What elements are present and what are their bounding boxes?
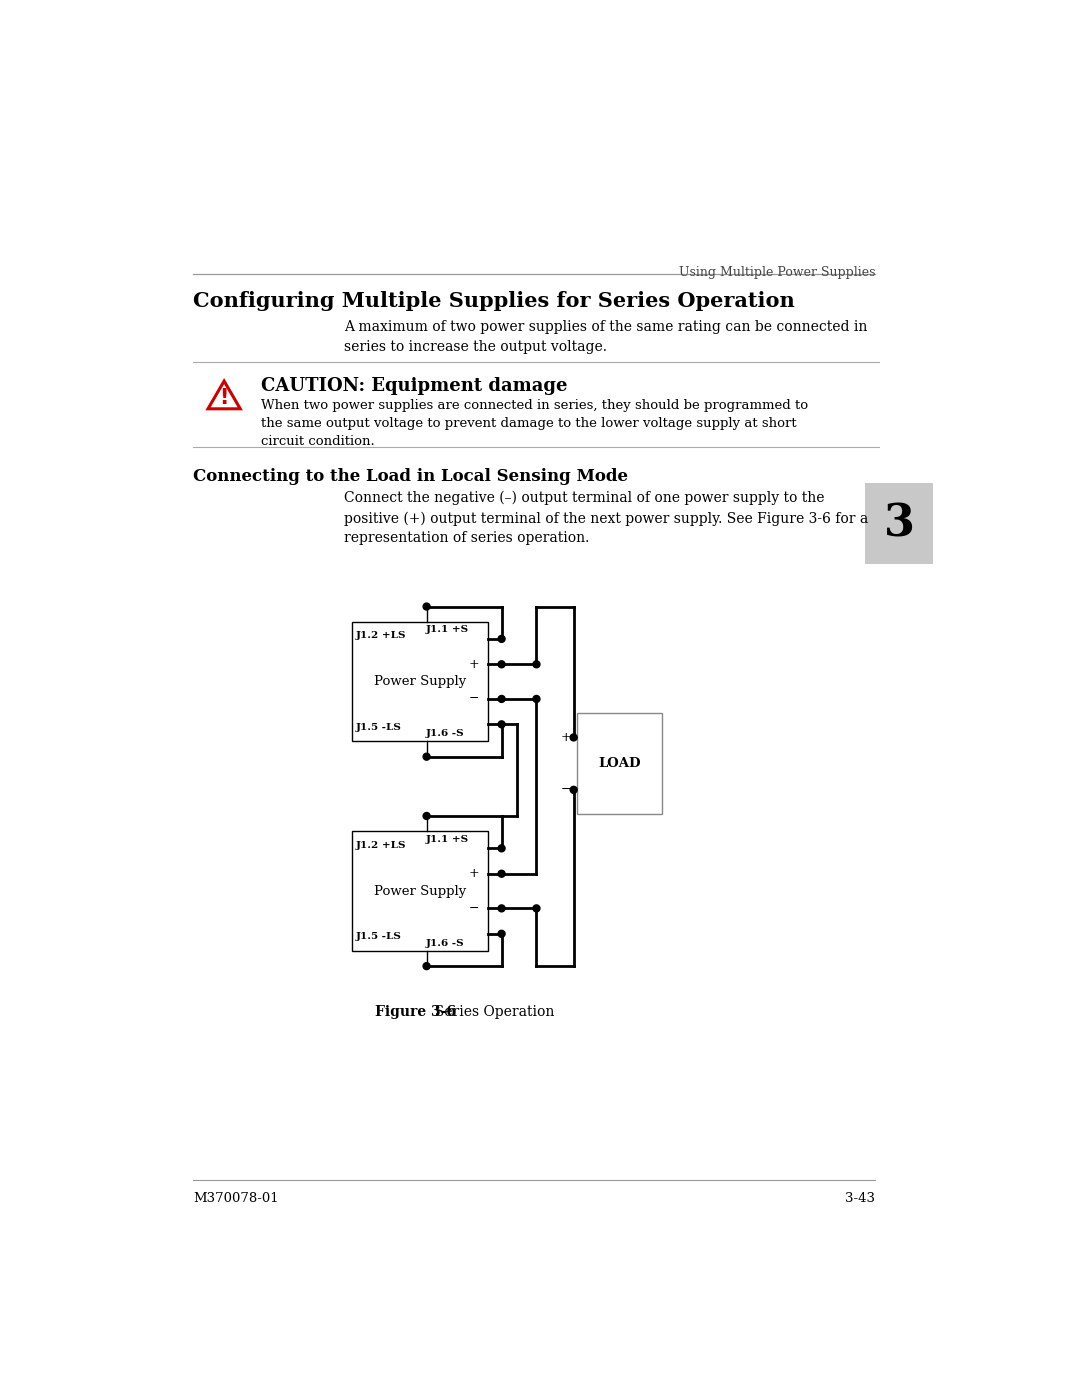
Bar: [352, 622, 488, 742]
Text: Series Operation: Series Operation: [426, 1006, 554, 1020]
Text: +: +: [469, 868, 480, 880]
Text: LOAD: LOAD: [598, 757, 640, 770]
Bar: [577, 712, 662, 814]
Text: J1.6 -S: J1.6 -S: [426, 939, 464, 947]
Text: J1.1 +S: J1.1 +S: [426, 624, 469, 634]
Circle shape: [423, 604, 430, 610]
Text: −: −: [469, 902, 478, 915]
Text: Connect the negative (–) output terminal of one power supply to the
positive (+): Connect the negative (–) output terminal…: [345, 490, 868, 545]
Text: Power Supply: Power Supply: [374, 884, 465, 897]
Text: When two power supplies are connected in series, they should be programmed to
th: When two power supplies are connected in…: [260, 398, 808, 447]
Text: Figure 3-6: Figure 3-6: [375, 1006, 456, 1020]
Circle shape: [498, 845, 505, 852]
Circle shape: [498, 905, 505, 912]
Text: J1.2 +LS: J1.2 +LS: [356, 631, 406, 640]
Circle shape: [570, 733, 577, 740]
Circle shape: [498, 870, 505, 877]
Circle shape: [423, 813, 430, 820]
Circle shape: [532, 905, 540, 912]
Text: +: +: [469, 658, 480, 671]
Text: J1.1 +S: J1.1 +S: [426, 834, 469, 844]
Circle shape: [423, 963, 430, 970]
Text: Power Supply: Power Supply: [374, 675, 465, 689]
Text: J1.6 -S: J1.6 -S: [426, 729, 464, 738]
Text: A maximum of two power supplies of the same rating can be connected in
series to: A maximum of two power supplies of the s…: [345, 320, 867, 353]
Text: +: +: [561, 731, 571, 745]
Circle shape: [498, 636, 505, 643]
Bar: [352, 831, 488, 951]
Circle shape: [498, 721, 505, 728]
Circle shape: [498, 661, 505, 668]
Text: −: −: [469, 693, 478, 705]
Text: −: −: [561, 784, 571, 796]
Text: !: !: [219, 388, 229, 408]
Text: 3-43: 3-43: [846, 1192, 875, 1204]
Text: M370078-01: M370078-01: [193, 1192, 279, 1204]
Text: Configuring Multiple Supplies for Series Operation: Configuring Multiple Supplies for Series…: [193, 291, 795, 312]
Text: Connecting to the Load in Local Sensing Mode: Connecting to the Load in Local Sensing …: [193, 468, 629, 485]
Circle shape: [532, 696, 540, 703]
Text: Using Multiple Power Supplies: Using Multiple Power Supplies: [678, 267, 875, 279]
Circle shape: [570, 787, 577, 793]
Bar: [865, 483, 933, 564]
Text: J1.5 -LS: J1.5 -LS: [356, 932, 402, 942]
Text: CAUTION: Equipment damage: CAUTION: Equipment damage: [260, 377, 567, 395]
Polygon shape: [208, 381, 240, 409]
Text: J1.5 -LS: J1.5 -LS: [356, 722, 402, 732]
Circle shape: [498, 930, 505, 937]
Circle shape: [498, 696, 505, 703]
Text: J1.2 +LS: J1.2 +LS: [356, 841, 406, 849]
Circle shape: [532, 661, 540, 668]
Text: 3: 3: [883, 503, 915, 546]
Circle shape: [423, 753, 430, 760]
